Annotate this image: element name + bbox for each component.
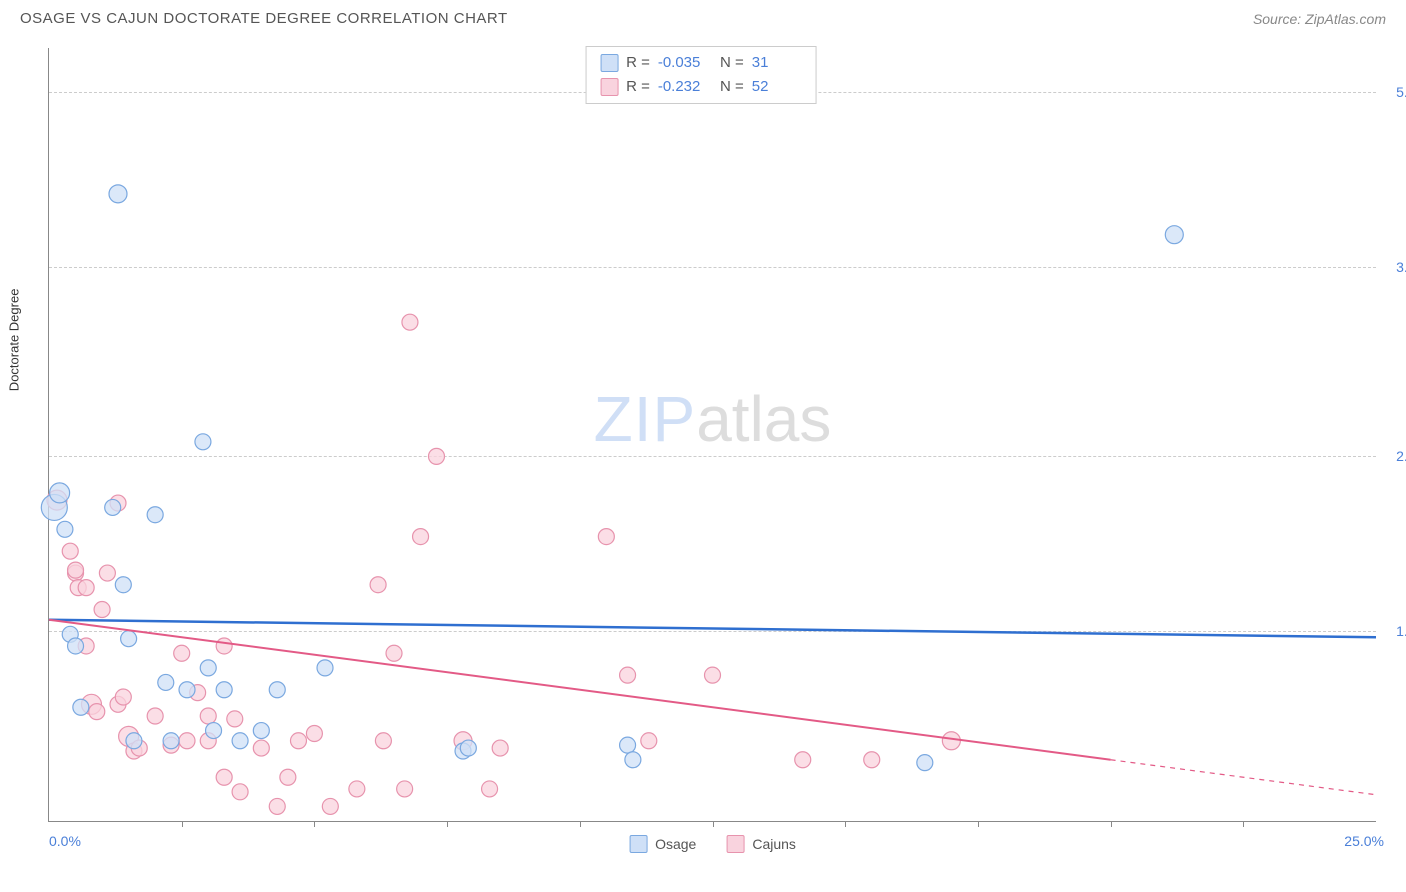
series-legend: Osage Cajuns [629, 835, 796, 853]
legend-label-osage: Osage [655, 836, 696, 852]
legend-item-cajuns: Cajuns [726, 835, 796, 853]
stats-row-osage: R = -0.035 N = 31 [600, 51, 802, 75]
legend-swatch-osage [600, 54, 618, 72]
x-axis-min-label: 0.0% [49, 833, 81, 849]
y-tick-label: 1.3% [1396, 623, 1406, 639]
n-value-cajuns: 52 [752, 75, 802, 99]
y-axis-title: Doctorate Degree [7, 288, 22, 391]
legend-swatch-cajuns [600, 78, 618, 96]
chart-source: Source: ZipAtlas.com [1253, 11, 1386, 27]
legend-item-osage: Osage [629, 835, 696, 853]
chart-title: OSAGE VS CAJUN DOCTORATE DEGREE CORRELAT… [20, 10, 508, 27]
chart-plot-area: Doctorate Degree 1.3%2.5%3.8%5.0% ZIPatl… [48, 48, 1376, 822]
scatter-svg [49, 48, 1376, 821]
x-axis-max-label: 25.0% [1344, 833, 1384, 849]
r-value-cajuns: -0.232 [658, 75, 708, 99]
n-value-osage: 31 [752, 51, 802, 75]
y-tick-label: 2.5% [1396, 448, 1406, 464]
legend-label-cajuns: Cajuns [752, 836, 796, 852]
legend-swatch-cajuns-2 [726, 835, 744, 853]
legend-swatch-osage-2 [629, 835, 647, 853]
y-tick-label: 5.0% [1396, 84, 1406, 100]
r-value-osage: -0.035 [658, 51, 708, 75]
y-tick-label: 3.8% [1396, 259, 1406, 275]
stats-legend-box: R = -0.035 N = 31 R = -0.232 N = 52 [585, 46, 817, 104]
stats-row-cajuns: R = -0.232 N = 52 [600, 75, 802, 99]
